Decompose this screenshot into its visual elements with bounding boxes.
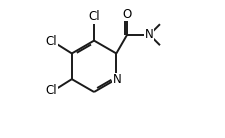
Text: Cl: Cl bbox=[45, 84, 57, 97]
Text: Cl: Cl bbox=[45, 35, 57, 48]
Text: N: N bbox=[112, 73, 121, 86]
Text: Cl: Cl bbox=[88, 10, 99, 23]
Text: N: N bbox=[144, 28, 153, 41]
Text: O: O bbox=[122, 8, 131, 21]
